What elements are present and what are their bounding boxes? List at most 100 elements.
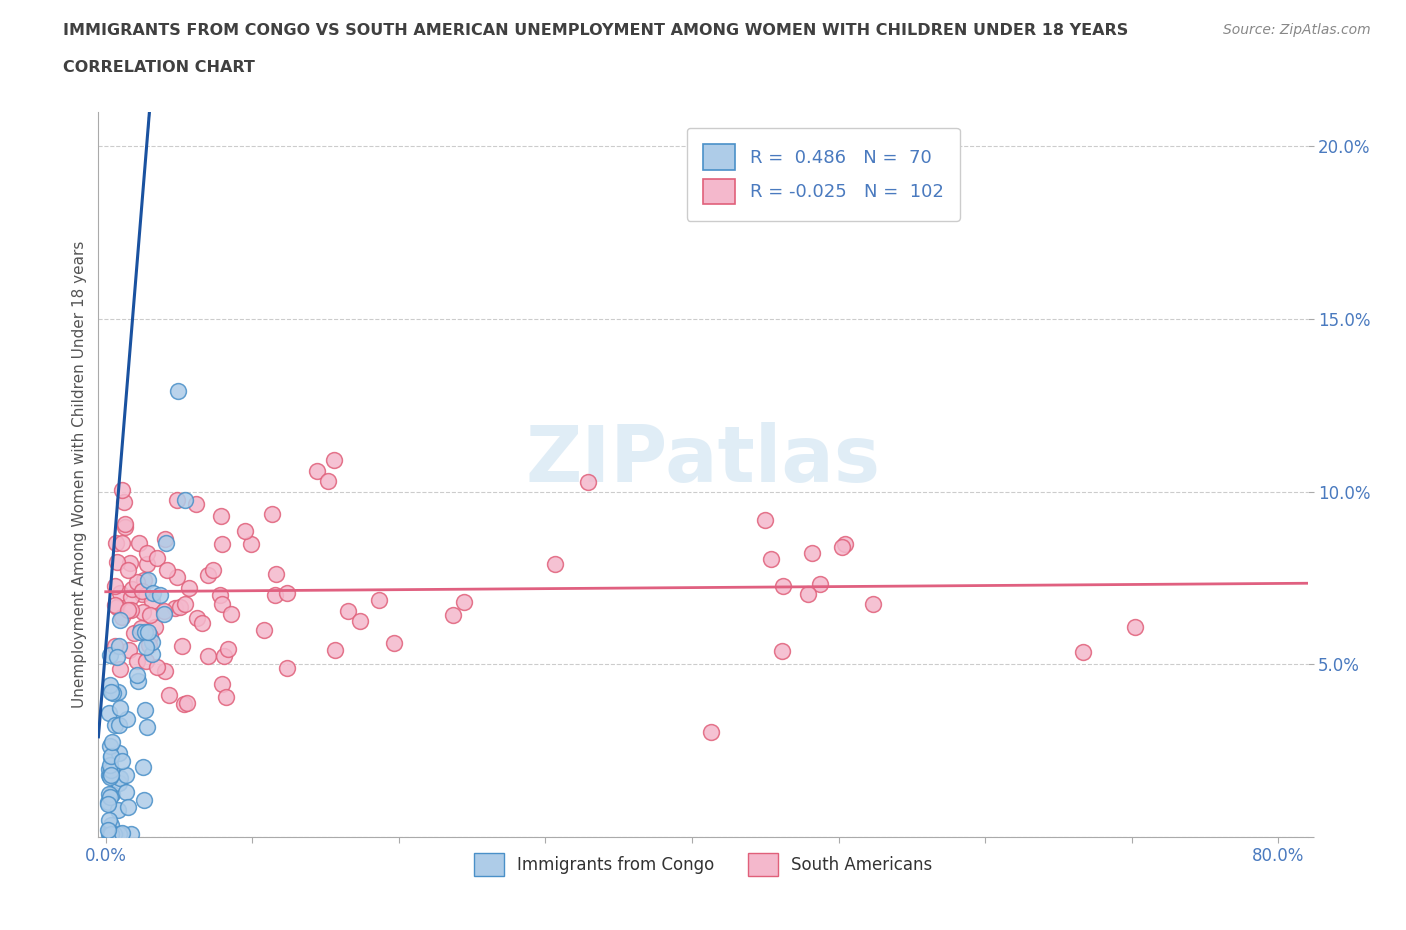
Point xyxy=(104,717,127,732)
Point xyxy=(834,537,856,551)
Point xyxy=(382,636,405,651)
Point xyxy=(441,607,464,622)
Point xyxy=(125,574,148,589)
Text: Source: ZipAtlas.com: Source: ZipAtlas.com xyxy=(1223,23,1371,37)
Point xyxy=(174,596,197,611)
Point xyxy=(105,599,128,614)
Point xyxy=(134,702,156,717)
Point xyxy=(132,792,155,807)
Point xyxy=(131,604,153,619)
Point xyxy=(240,537,263,551)
Y-axis label: Unemployment Among Women with Children Under 18 years: Unemployment Among Women with Children U… xyxy=(72,241,87,708)
Point xyxy=(97,822,120,837)
Point xyxy=(100,826,122,841)
Point xyxy=(111,826,134,841)
Point xyxy=(98,822,121,837)
Point xyxy=(1123,620,1146,635)
Point xyxy=(127,674,149,689)
Point xyxy=(100,826,122,841)
Point xyxy=(108,661,131,676)
Point xyxy=(128,535,150,550)
Point xyxy=(129,621,152,636)
Point xyxy=(576,474,599,489)
Point xyxy=(120,555,142,570)
Point xyxy=(138,637,160,652)
Point xyxy=(110,613,132,628)
Point xyxy=(104,578,127,593)
Text: CORRELATION CHART: CORRELATION CHART xyxy=(63,60,254,75)
Point xyxy=(149,588,172,603)
Point xyxy=(97,768,120,783)
Point xyxy=(138,629,160,644)
Point xyxy=(219,606,242,621)
Point xyxy=(115,767,138,782)
Point xyxy=(111,536,134,551)
Point xyxy=(544,557,567,572)
Point xyxy=(209,509,232,524)
Point xyxy=(142,586,165,601)
Point xyxy=(114,517,136,532)
Point xyxy=(141,646,163,661)
Point xyxy=(100,826,122,841)
Point xyxy=(108,717,131,732)
Point xyxy=(264,566,287,581)
Point xyxy=(211,596,233,611)
Point xyxy=(97,786,120,801)
Point xyxy=(97,706,120,721)
Point xyxy=(155,536,177,551)
Point xyxy=(103,826,125,841)
Point xyxy=(349,614,371,629)
Point xyxy=(217,642,239,657)
Point xyxy=(135,545,157,560)
Point xyxy=(146,659,169,674)
Point xyxy=(801,546,824,561)
Point xyxy=(105,650,128,665)
Point xyxy=(108,826,131,841)
Point xyxy=(211,537,233,551)
Point xyxy=(157,687,180,702)
Point xyxy=(127,654,149,669)
Point xyxy=(174,492,197,507)
Point xyxy=(118,643,141,658)
Text: IMMIGRANTS FROM CONGO VS SOUTH AMERICAN UNEMPLOYMENT AMONG WOMEN WITH CHILDREN U: IMMIGRANTS FROM CONGO VS SOUTH AMERICAN … xyxy=(63,23,1129,38)
Point xyxy=(166,570,188,585)
Point xyxy=(136,625,159,640)
Point xyxy=(101,787,124,802)
Point xyxy=(153,606,176,621)
Point xyxy=(100,767,122,782)
Point xyxy=(97,826,120,841)
Point xyxy=(215,689,238,704)
Point xyxy=(167,383,190,398)
Point xyxy=(108,700,131,715)
Text: ZIPatlas: ZIPatlas xyxy=(526,422,880,498)
Point xyxy=(98,678,121,693)
Point xyxy=(209,588,232,603)
Point xyxy=(197,567,219,582)
Point xyxy=(120,590,142,604)
Point xyxy=(98,826,121,841)
Point xyxy=(131,584,153,599)
Point xyxy=(169,600,191,615)
Point xyxy=(111,754,134,769)
Point xyxy=(98,762,121,777)
Point xyxy=(1073,644,1095,659)
Point xyxy=(305,464,328,479)
Point xyxy=(184,497,207,512)
Legend: Immigrants from Congo, South Americans: Immigrants from Congo, South Americans xyxy=(467,846,939,884)
Point xyxy=(163,601,186,616)
Point xyxy=(111,482,134,497)
Point xyxy=(108,746,131,761)
Point xyxy=(323,643,346,658)
Point xyxy=(115,711,138,726)
Point xyxy=(120,826,142,841)
Point xyxy=(97,795,120,810)
Point xyxy=(135,556,157,571)
Point xyxy=(105,554,128,569)
Point xyxy=(197,649,219,664)
Point xyxy=(263,587,285,602)
Point xyxy=(110,771,132,786)
Point xyxy=(117,800,139,815)
Point xyxy=(770,644,793,658)
Point xyxy=(98,769,121,784)
Point xyxy=(276,586,298,601)
